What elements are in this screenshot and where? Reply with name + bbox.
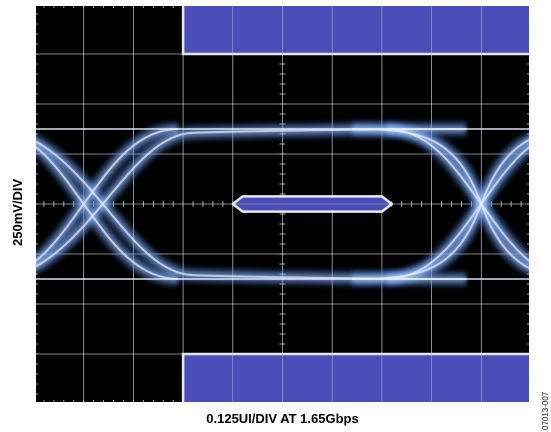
lower-limit-mask <box>181 352 531 404</box>
eye-trace-core <box>34 144 179 280</box>
eye-masks <box>181 4 531 404</box>
eye-traces <box>34 121 531 287</box>
eye-diagram-svg <box>34 4 531 404</box>
eye-trace-core <box>352 137 531 280</box>
y-axis-label: 250mV/DIV <box>10 178 25 246</box>
eye-diagram-plot <box>34 4 531 404</box>
figure-id: 07013-007 <box>541 391 550 430</box>
scope-border <box>34 4 531 404</box>
x-axis-label: 0.125UI/DIV AT 1.65Gbps <box>206 411 359 426</box>
upper-limit-mask <box>181 4 531 56</box>
